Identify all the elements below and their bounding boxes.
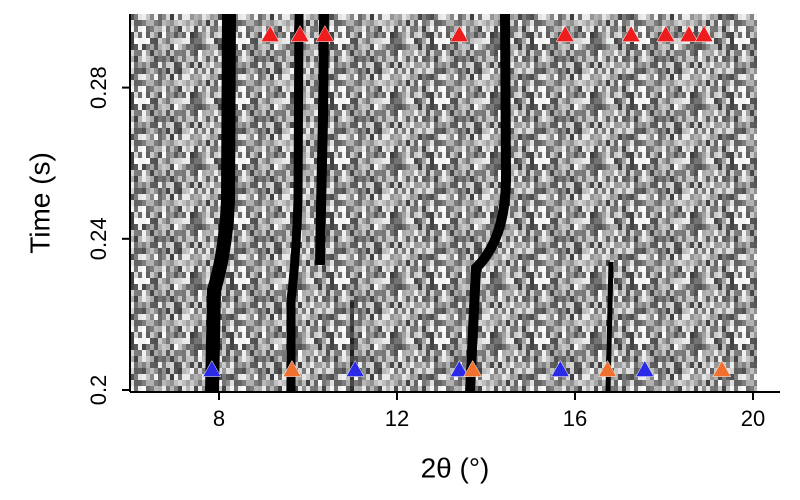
triangle-marker	[345, 360, 365, 377]
triangle-marker	[282, 360, 302, 377]
triangle-marker	[555, 25, 575, 42]
y-tick-label: 0.2	[86, 375, 111, 406]
triangle-marker	[260, 25, 280, 42]
triangle-marker	[656, 25, 676, 42]
triangle-marker	[550, 360, 570, 377]
triangle-marker	[202, 360, 222, 377]
y-axis-label: Time (s)	[24, 152, 55, 254]
triangle-marker	[635, 360, 655, 377]
x-axis-label: 2θ (°)	[421, 452, 490, 483]
y-tick-label: 0.28	[86, 66, 111, 109]
triangle-marker	[315, 25, 335, 42]
x-tick-label: 8	[213, 406, 225, 431]
y-tick-label: 0.24	[86, 217, 111, 260]
triangle-marker	[694, 25, 714, 42]
triangle-marker	[621, 25, 641, 42]
triangle-marker	[449, 25, 469, 42]
x-tick-label: 20	[741, 406, 765, 431]
x-tick-label: 12	[385, 406, 409, 431]
triangle-marker	[463, 360, 483, 377]
triangle-marker	[290, 25, 310, 42]
x-tick-label: 16	[563, 406, 587, 431]
diffraction-traces	[205, 14, 614, 392]
triangle-marker	[449, 360, 469, 377]
triangle-marker	[679, 25, 699, 42]
triangle-marker	[712, 360, 732, 377]
triangle-marker	[598, 360, 617, 377]
